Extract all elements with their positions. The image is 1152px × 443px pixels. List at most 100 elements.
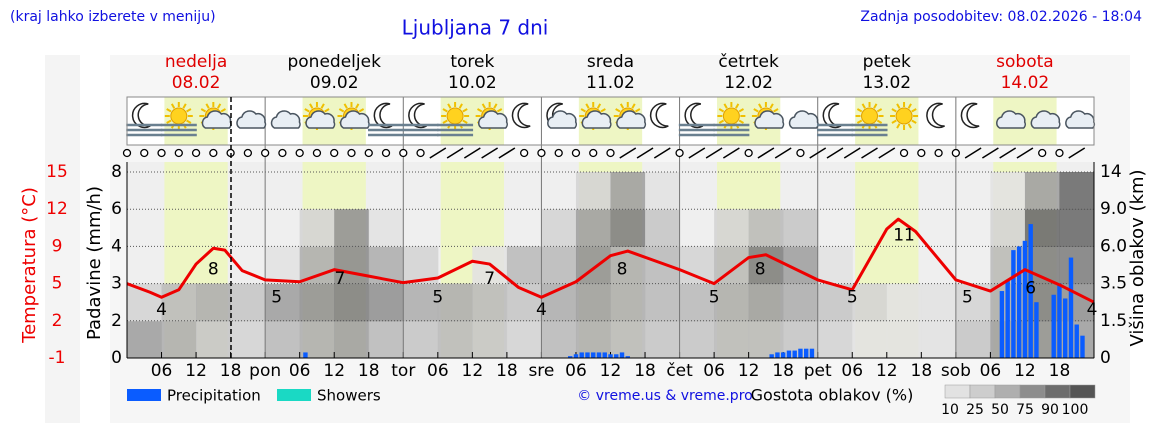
cloud-cell xyxy=(679,320,715,359)
day-name: ponedeljek xyxy=(287,52,381,72)
cloud-cell xyxy=(299,209,335,247)
cloud-cell xyxy=(679,283,715,322)
cloud-cell xyxy=(265,320,301,359)
precip-bar xyxy=(1011,250,1016,358)
cloud-cell xyxy=(230,283,266,322)
wind-calm xyxy=(347,148,356,158)
precip-bar xyxy=(809,348,815,358)
cloud-cell xyxy=(886,320,922,359)
x-tick-label: 12 xyxy=(185,361,207,381)
cloud-cell xyxy=(575,320,611,359)
cloud-cell xyxy=(196,320,232,359)
wind-calm xyxy=(416,148,425,158)
icon-sun-ray xyxy=(442,119,448,124)
wind-barb xyxy=(705,147,723,159)
legend-swatch xyxy=(277,389,311,401)
icon-cloud xyxy=(478,110,508,129)
density-swatch xyxy=(1019,384,1046,399)
density-label: 50 xyxy=(991,402,1009,418)
x-tick-label: 18 xyxy=(220,361,242,381)
wind-calm xyxy=(744,148,753,158)
cloud-cell xyxy=(783,283,819,322)
precip-bar xyxy=(602,352,607,358)
cloud-cell xyxy=(368,283,404,322)
temp-tick-label: 2 xyxy=(52,311,63,331)
cloud-cell xyxy=(299,246,335,285)
icon-sun-ray xyxy=(738,119,744,124)
temperature-label: 11 xyxy=(893,226,915,246)
cloud-cell xyxy=(368,320,404,359)
cloud-cell xyxy=(852,283,888,322)
density-label: 90 xyxy=(1041,402,1059,418)
icon-sun-ray xyxy=(442,108,448,113)
day-date: 10.02 xyxy=(448,73,497,93)
icon-strip-border xyxy=(126,96,1095,146)
icon-sun-ray xyxy=(773,108,779,113)
precipitation-axis-title: Padavine (mm/h) xyxy=(84,186,105,340)
left-panel xyxy=(45,55,80,423)
day-date: 11.02 xyxy=(586,73,635,93)
cloud-cell xyxy=(748,283,784,322)
icon-sun-ray xyxy=(876,108,883,113)
temperature-label: 4 xyxy=(1087,300,1098,320)
legend-swatch xyxy=(127,389,161,401)
temperature-label: 5 xyxy=(847,288,858,308)
legend-label: Precipitation xyxy=(167,387,261,405)
wind-calm xyxy=(399,148,408,158)
icon-sun-ray xyxy=(462,108,468,113)
cloud-tick-label: 1.5 xyxy=(1100,311,1127,331)
precip-bar xyxy=(804,348,809,358)
cloud-cell xyxy=(610,172,646,210)
note: (kraj lahko izberete v meniju) xyxy=(10,9,216,25)
precip-tick-label: 6 xyxy=(111,199,122,219)
cloud-cell xyxy=(541,246,577,285)
precip-bar xyxy=(573,354,579,358)
cloud-cell xyxy=(645,209,681,247)
icon-sun-ray xyxy=(481,103,486,109)
icon-sun-ray xyxy=(876,119,883,124)
cloud-cell xyxy=(921,320,957,359)
day-name: četrtek xyxy=(718,52,779,72)
x-tick-label: 06 xyxy=(703,361,725,381)
wind-calm xyxy=(796,148,805,158)
wind-calm xyxy=(157,148,166,158)
temp-tick-label: 9 xyxy=(52,236,63,256)
icon-sun-ray xyxy=(220,108,226,113)
icon-sun-ray xyxy=(596,103,602,109)
cloud-cell xyxy=(852,320,888,359)
icon-sun-ray xyxy=(343,103,348,109)
precip-bar xyxy=(596,352,602,358)
wind-barb xyxy=(1016,147,1034,159)
cloud-cell xyxy=(990,209,1026,247)
wind-barb xyxy=(653,147,671,159)
icon-cloud xyxy=(305,110,336,129)
icon-sun-ray xyxy=(324,108,330,113)
cloud-cell xyxy=(265,283,301,322)
icon-moon xyxy=(131,102,151,129)
precip-bar xyxy=(786,350,792,358)
icon-sun xyxy=(895,107,913,125)
wind-barb xyxy=(498,147,516,159)
icon-moon xyxy=(684,102,704,129)
wind-calm xyxy=(1055,148,1064,158)
wind-calm xyxy=(278,148,287,158)
wind-calm xyxy=(381,148,391,158)
temperature-label: 8 xyxy=(617,260,628,280)
cloud-cell xyxy=(541,209,577,247)
cloud-cell xyxy=(1059,209,1095,247)
wind-calm xyxy=(606,148,615,158)
x-tick-label: pon xyxy=(249,361,281,381)
precip-bar xyxy=(614,354,619,358)
icon-cloud xyxy=(270,110,301,129)
temperature-line xyxy=(126,217,1095,304)
precip-bar xyxy=(1074,324,1079,358)
precip-bar xyxy=(608,354,613,358)
density-swatch xyxy=(969,384,996,399)
cloud-cell xyxy=(714,209,750,247)
x-tick-label: tor xyxy=(391,361,415,381)
temperature-label: 5 xyxy=(432,288,443,308)
icon-cloud xyxy=(1030,110,1061,129)
cloud-cell xyxy=(645,246,681,285)
precip-bar xyxy=(775,352,780,358)
precip-bar xyxy=(1080,335,1085,358)
